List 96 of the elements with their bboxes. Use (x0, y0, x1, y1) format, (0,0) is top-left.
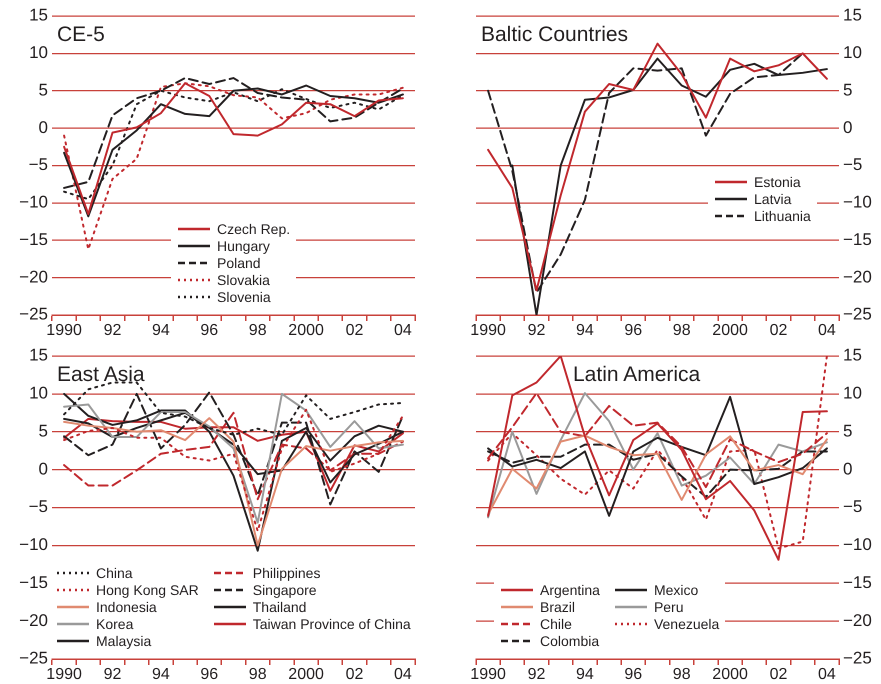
legend-label: Korea (96, 616, 134, 632)
x-tick-label: 96 (200, 322, 218, 340)
legend-label: Thailand (252, 598, 306, 614)
x-tick-label: 94 (576, 666, 594, 684)
y-tick-label: −15 (19, 230, 48, 249)
y-tick-label: −5 (28, 497, 48, 516)
x-tick-label: 2000 (288, 322, 324, 340)
y-tick-label: −5 (843, 497, 862, 516)
legend-label: Slovenia (217, 288, 271, 304)
x-tick-label: 2000 (288, 666, 324, 684)
y-tick-label: 15 (843, 346, 862, 365)
x-tick-label: 94 (576, 322, 594, 340)
chart-title: CE-5 (57, 23, 105, 46)
y-tick-label: 0 (843, 459, 852, 478)
y-tick-label: −10 (843, 192, 872, 212)
legend-label: Peru (654, 598, 684, 614)
x-tick-label: 92 (528, 322, 546, 340)
x-tick-label: 02 (770, 666, 788, 684)
x-tick-label: 98 (248, 322, 267, 340)
y-tick-label: −25 (843, 304, 872, 324)
y-tick-label: −25 (19, 304, 48, 324)
legend-label: Hungary (217, 238, 270, 254)
y-tick-label: 15 (843, 6, 862, 25)
x-tick-label: 96 (624, 322, 642, 340)
y-tick-label: 15 (29, 346, 48, 365)
y-tick-label: −25 (843, 648, 872, 668)
y-tick-label: 0 (38, 118, 48, 137)
y-tick-label: 5 (843, 80, 852, 100)
chart-title: Baltic Countries (481, 23, 628, 46)
y-tick-label: −5 (28, 155, 48, 174)
y-tick-label: −5 (843, 155, 862, 174)
y-tick-label: −10 (843, 535, 872, 554)
x-tick-label: 92 (528, 666, 546, 684)
y-tick-label: 5 (38, 421, 48, 440)
x-tick-label: 02 (346, 666, 364, 684)
legend-label: Poland (217, 254, 261, 270)
x-tick-label: 02 (770, 322, 788, 340)
x-tick-label: 2000 (712, 322, 748, 340)
legend-label: Venezuela (654, 616, 720, 632)
x-tick-label: 1990 (470, 322, 506, 340)
x-tick-label: 1990 (46, 666, 82, 684)
x-tick-label: 98 (672, 666, 691, 684)
legend-label: Estonia (754, 174, 801, 190)
legend-label: Colombia (540, 632, 600, 648)
x-tick-label: 94 (152, 666, 170, 684)
x-tick-label: 2000 (712, 666, 748, 684)
x-tick-label: 1990 (46, 322, 82, 340)
x-tick-label: 1990 (470, 666, 506, 684)
x-tick-label: 96 (200, 666, 218, 684)
legend-label: Chile (540, 616, 572, 632)
y-tick-label: −10 (19, 192, 48, 212)
y-tick-label: −15 (843, 572, 872, 592)
y-tick-label: 0 (843, 118, 852, 137)
y-tick-label: 5 (38, 80, 48, 100)
x-tick-label: 98 (672, 322, 691, 340)
legend-label: Taiwan Province of China (252, 616, 411, 632)
chart-title: Latin America (573, 363, 700, 386)
x-tick-label: 04 (394, 666, 412, 684)
y-tick-label: −15 (843, 230, 872, 249)
legend-label: Malaysia (96, 632, 152, 648)
x-tick-label: 92 (104, 666, 122, 684)
y-tick-label: −20 (19, 610, 48, 630)
y-tick-label: 10 (843, 43, 862, 62)
y-tick-label: 15 (29, 6, 48, 25)
y-tick-label: −20 (19, 267, 48, 286)
legend-label: Brazil (540, 598, 576, 614)
legend-label: Singapore (252, 582, 317, 598)
legend-label: Czech Rep. (217, 220, 290, 236)
y-tick-label: 5 (843, 421, 852, 440)
y-tick-label: 0 (38, 459, 48, 478)
legend-label: Argentina (540, 582, 600, 598)
legend-label: Lithuania (754, 208, 811, 224)
x-tick-label: 98 (248, 666, 267, 684)
y-tick-label: 10 (29, 384, 48, 403)
legend-label: Indonesia (96, 598, 157, 614)
chart-title: East Asia (57, 363, 145, 386)
x-tick-label: 94 (152, 322, 170, 340)
y-tick-label: −15 (19, 572, 48, 592)
y-tick-label: −20 (843, 610, 872, 630)
x-tick-label: 04 (394, 322, 412, 340)
legend-label: Philippines (252, 564, 320, 580)
y-tick-label: −20 (843, 267, 872, 286)
y-tick-label: −25 (19, 648, 48, 668)
x-tick-label: 02 (346, 322, 364, 340)
x-tick-label: 04 (818, 666, 836, 684)
y-tick-label: −10 (19, 535, 48, 554)
x-tick-label: 96 (624, 666, 642, 684)
y-tick-label: 10 (843, 384, 862, 403)
x-tick-label: 04 (818, 322, 836, 340)
legend-label: Latvia (754, 190, 792, 207)
y-tick-label: 10 (29, 43, 48, 62)
legend-label: Slovakia (217, 272, 270, 288)
legend-label: Hong Kong SAR (96, 582, 199, 598)
x-tick-label: 92 (104, 322, 122, 340)
legend-label: Mexico (654, 582, 698, 598)
legend-label: China (96, 564, 133, 580)
